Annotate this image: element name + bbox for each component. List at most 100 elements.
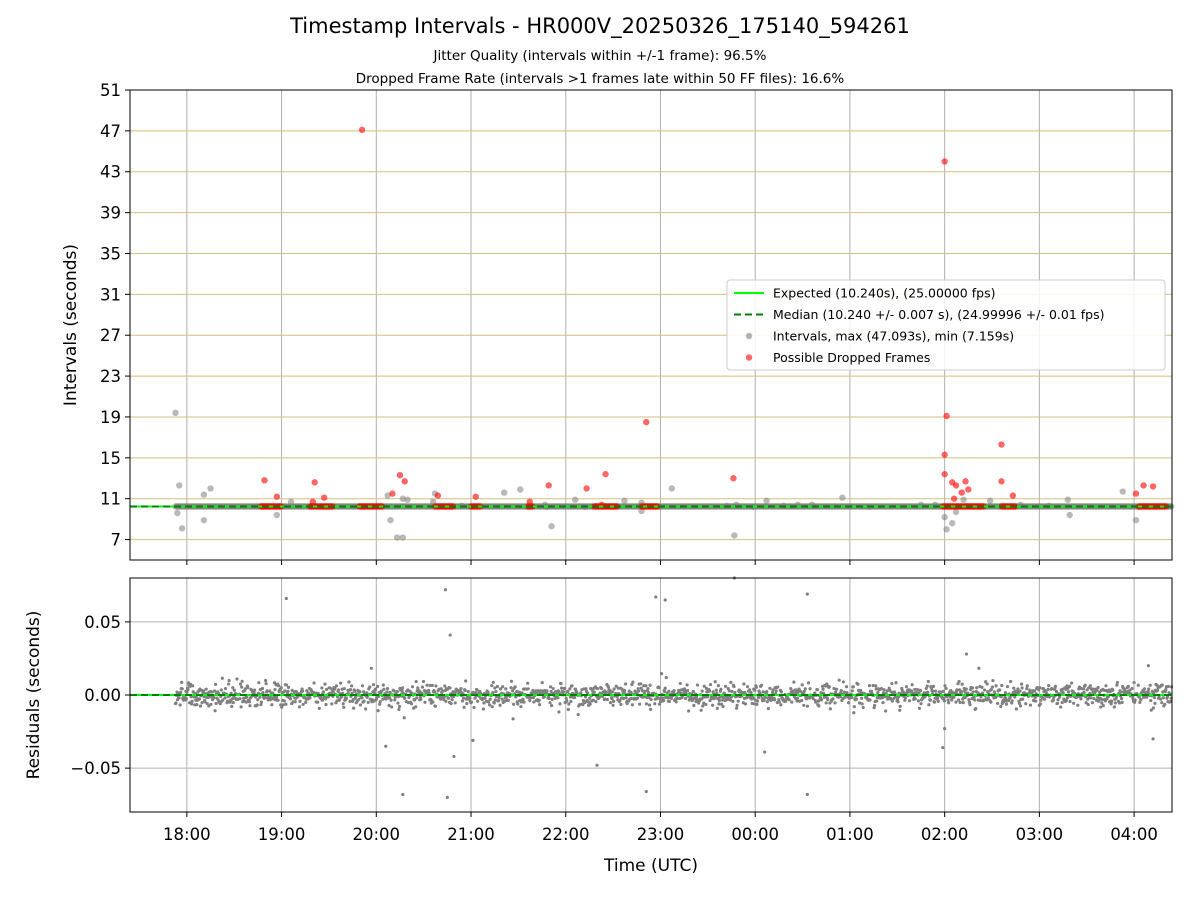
residual-point (413, 698, 417, 702)
residual-point (558, 702, 562, 706)
residual-point (717, 699, 721, 703)
residual-point (1065, 696, 1070, 700)
dropped-frame-point (941, 451, 948, 458)
residual-point (1120, 700, 1124, 704)
interval-point (387, 516, 394, 524)
residual-point (434, 684, 438, 688)
residual-point (1084, 701, 1088, 705)
residual-point (342, 705, 346, 709)
residual-point (828, 707, 832, 711)
residual-point (366, 700, 370, 704)
residual-point (667, 699, 671, 703)
dropped-frame-point (545, 482, 552, 489)
residual-point (729, 680, 733, 684)
residual-point (286, 689, 290, 694)
residual-point (232, 688, 236, 692)
residual-point (238, 697, 242, 701)
residual-point (643, 689, 647, 693)
legend-entry-label: Possible Dropped Frames (773, 350, 930, 365)
intervals-y-axis-label: Intervals (seconds) (61, 244, 81, 406)
residual-point (410, 685, 415, 689)
residual-point (795, 699, 799, 703)
residual-point (364, 707, 368, 711)
legend: Expected (10.240s), (25.00000 fps) Median… (726, 279, 1166, 371)
legend-box (726, 279, 1166, 371)
residual-point (446, 696, 451, 700)
residual-point (420, 685, 425, 689)
residual-point (700, 689, 704, 693)
residual-point (957, 680, 961, 684)
residual-point (845, 691, 849, 695)
residual-point (511, 717, 515, 721)
residual-point (649, 707, 653, 712)
residual-point (636, 686, 640, 691)
residual-point (795, 696, 800, 700)
interval-point (1119, 488, 1126, 495)
residual-point (755, 702, 759, 706)
x-tick-label: 20:00 (353, 825, 401, 844)
x-tick-label: 02:00 (921, 825, 969, 844)
residual-point (401, 792, 405, 797)
residual-point (373, 687, 378, 691)
residual-point (752, 702, 756, 706)
residual-point (699, 708, 703, 712)
dropped-frame-point (941, 158, 948, 165)
residual-point (572, 695, 577, 700)
intervals-y-tick-label: 39 (100, 204, 121, 223)
residuals-y-tick-label: 0.00 (84, 686, 121, 705)
residual-point (817, 704, 821, 708)
residual-point (493, 686, 497, 690)
residual-point (427, 691, 431, 695)
residual-point (264, 678, 268, 683)
residual-point (200, 701, 204, 705)
residual-point (655, 695, 659, 699)
residual-point (1148, 683, 1152, 687)
intervals-y-tick-label: 15 (100, 449, 121, 468)
interval-point (393, 534, 401, 541)
residual-point (637, 689, 641, 693)
residual-point (1109, 702, 1113, 706)
residual-point (529, 696, 533, 700)
residual-point (811, 697, 815, 701)
residual-point (774, 689, 778, 693)
residual-point (583, 695, 588, 699)
dropped-frame-point (950, 495, 958, 502)
residual-point (1113, 701, 1117, 705)
residual-point (531, 696, 535, 700)
residual-point (1155, 688, 1160, 692)
residual-point (973, 698, 977, 702)
residual-point (821, 687, 825, 691)
residual-point (621, 696, 626, 701)
interval-point (548, 523, 555, 530)
residual-point (714, 688, 718, 692)
x-tick-label: 00:00 (731, 825, 779, 844)
residual-point (926, 690, 930, 694)
residual-point (565, 699, 569, 703)
residual-point (776, 685, 780, 689)
residual-point (856, 682, 860, 686)
jitter-quality-subtitle: Jitter Quality (intervals within +/-1 fr… (433, 48, 767, 64)
residual-point (814, 700, 818, 704)
residual-point (284, 596, 288, 601)
residual-point (1117, 701, 1122, 705)
residual-point (427, 688, 431, 693)
residual-point (787, 698, 791, 702)
residual-point (465, 702, 469, 706)
residual-point (871, 683, 875, 688)
residual-point (1100, 701, 1104, 705)
residual-point (244, 700, 248, 704)
residual-point (926, 679, 930, 684)
residual-point (982, 688, 987, 692)
residual-point (813, 691, 817, 695)
residual-point (968, 703, 972, 707)
intervals-y-tick-label: 7 (111, 531, 122, 550)
residual-point (1052, 695, 1056, 699)
residual-point (612, 687, 616, 691)
residual-point (195, 702, 199, 707)
residual-point (985, 682, 989, 686)
residual-point (942, 696, 946, 700)
residual-point (431, 700, 435, 704)
residual-point (644, 702, 649, 706)
residual-point (1058, 695, 1062, 699)
